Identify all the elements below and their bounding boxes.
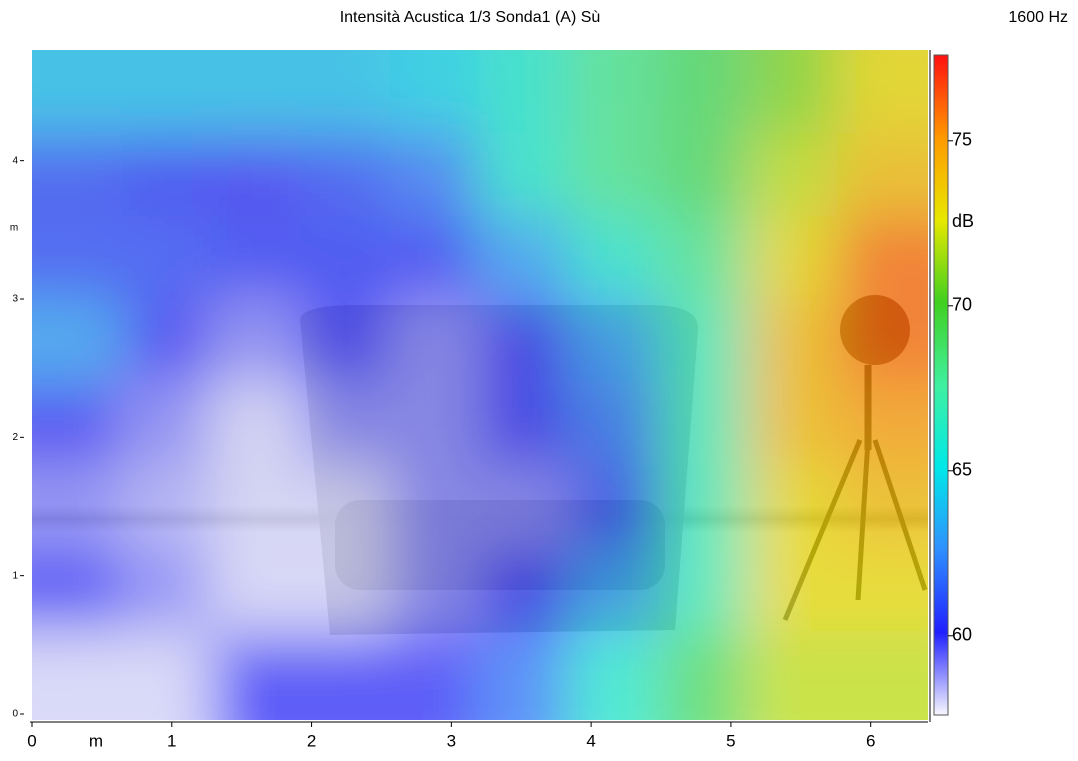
- x-tick-label: 5: [726, 731, 735, 750]
- heat-cell: [569, 631, 659, 756]
- heat-cell: [658, 548, 748, 632]
- heat-cell: [211, 0, 301, 134]
- heat-cell: [121, 133, 211, 217]
- y-tick-label: 1: [12, 570, 18, 581]
- heat-cell: [390, 216, 480, 300]
- x-tick-label: 6: [866, 731, 875, 750]
- heat-cell: [569, 216, 659, 300]
- heat-cell: [748, 631, 838, 756]
- heat-cell: [300, 465, 390, 549]
- heat-cell: [748, 133, 838, 217]
- heat-cell: [658, 299, 748, 383]
- x-tick-label: 0: [27, 731, 36, 750]
- heat-cell: [748, 216, 838, 300]
- heat-cell: [211, 465, 301, 549]
- heat-cell: [837, 0, 987, 134]
- chart-title: Intensità Acustica 1/3 Sonda1 (A) Sù: [340, 9, 601, 26]
- heat-cell: [479, 548, 569, 632]
- heat-cell: [300, 382, 390, 466]
- heat-cell: [569, 382, 659, 466]
- heat-cell: [658, 216, 748, 300]
- heat-cell: [121, 548, 211, 632]
- heatmap-cells: [0, 0, 988, 756]
- heat-cell: [0, 299, 122, 383]
- heat-cell: [211, 548, 301, 632]
- heat-cell: [211, 382, 301, 466]
- heat-cell: [0, 465, 122, 549]
- y-tick-label: 0: [12, 709, 18, 720]
- heat-cell: [211, 299, 301, 383]
- heat-cell: [390, 133, 480, 217]
- heat-cell: [837, 548, 987, 632]
- heat-cell: [121, 382, 211, 466]
- y-axis-label: m: [10, 223, 18, 234]
- heat-cell: [658, 465, 748, 549]
- heat-cell: [390, 299, 480, 383]
- x-tick-label: 4: [586, 731, 595, 750]
- heat-cell: [748, 465, 838, 549]
- heat-cell: [569, 133, 659, 217]
- heat-cell: [479, 631, 569, 756]
- heat-cell: [748, 0, 838, 134]
- heat-cell: [211, 216, 301, 300]
- heat-cell: [658, 0, 748, 134]
- heat-cell: [0, 0, 122, 134]
- frequency-label: 1600 Hz: [1008, 9, 1068, 26]
- heatmap: [0, 0, 988, 756]
- heat-cell: [748, 548, 838, 632]
- x-tick-label: 2: [307, 731, 316, 750]
- x-tick-label: 3: [447, 731, 456, 750]
- heat-cell: [837, 631, 987, 756]
- heat-cell: [0, 382, 122, 466]
- heat-cell: [390, 465, 480, 549]
- x-tick-label: 1: [167, 731, 176, 750]
- y-tick-label: 4: [12, 155, 18, 166]
- heat-cell: [569, 465, 659, 549]
- colorbar-tick-label: 75: [952, 130, 972, 150]
- heat-cell: [748, 382, 838, 466]
- heat-cell: [479, 133, 569, 217]
- heat-cell: [121, 216, 211, 300]
- heat-cell: [121, 0, 211, 134]
- heat-cell: [0, 133, 122, 217]
- heat-cell: [390, 382, 480, 466]
- heat-cell: [0, 631, 122, 756]
- heat-cell: [479, 465, 569, 549]
- heat-cell: [390, 631, 480, 756]
- colorbar: [934, 55, 948, 715]
- heat-cell: [569, 548, 659, 632]
- heat-cell: [211, 631, 301, 756]
- heat-cell: [658, 382, 748, 466]
- heat-cell: [211, 133, 301, 217]
- heat-cell: [300, 216, 390, 300]
- y-tick-label: 2: [12, 432, 18, 443]
- heat-cell: [569, 299, 659, 383]
- heat-cell: [748, 299, 838, 383]
- chart: Intensità Acustica 1/3 Sonda1 (A) Sù 160…: [0, 0, 1078, 756]
- heat-cell: [121, 465, 211, 549]
- colorbar-tick-label: 70: [952, 295, 972, 315]
- heat-cell: [300, 299, 390, 383]
- colorbar-tick-label: 60: [952, 625, 972, 645]
- heat-cell: [300, 548, 390, 632]
- heat-cell: [0, 548, 122, 632]
- heat-cell: [121, 299, 211, 383]
- heat-cell: [390, 548, 480, 632]
- y-tick-label: 3: [12, 294, 18, 305]
- heat-cell: [479, 299, 569, 383]
- heat-cell: [658, 133, 748, 217]
- colorbar-tick-label: 65: [952, 460, 972, 480]
- heat-cell: [479, 382, 569, 466]
- heat-cell: [479, 216, 569, 300]
- heat-cell: [300, 133, 390, 217]
- colorbar-label: dB: [952, 211, 974, 231]
- x-axis-label: m: [89, 731, 103, 750]
- heat-cell: [837, 382, 987, 466]
- heat-cell: [0, 216, 122, 300]
